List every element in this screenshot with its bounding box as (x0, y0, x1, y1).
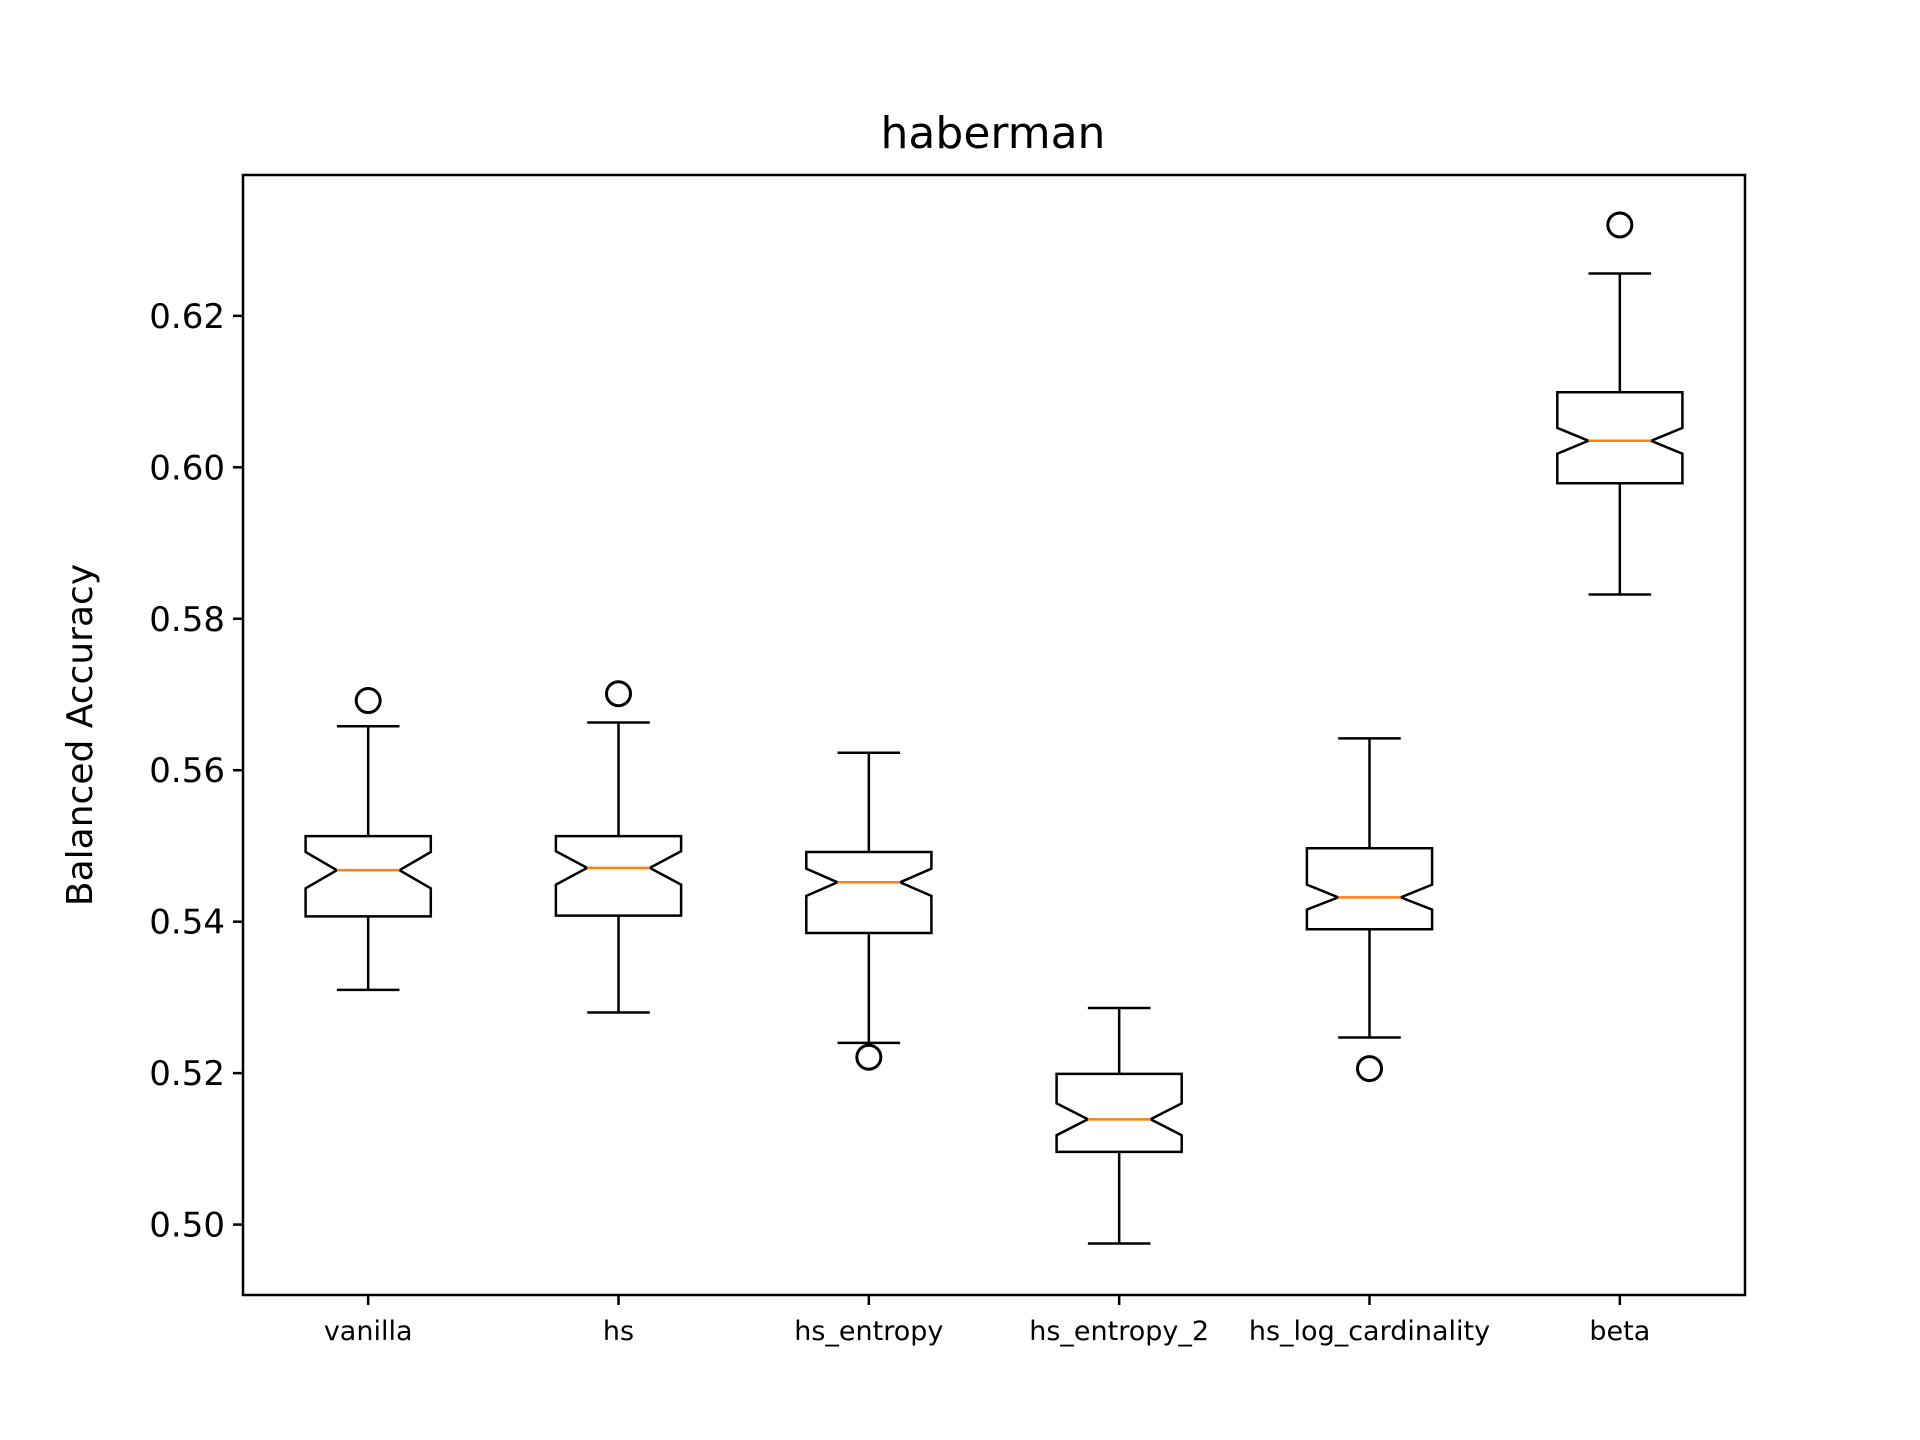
box-hs_entropy_2 (1055, 1006, 1183, 1245)
x-tick-label: hs_entropy_2 (1029, 1316, 1209, 1347)
notched-box (554, 834, 683, 917)
y-tick-label: 0.56 (149, 751, 225, 791)
x-tick-label: vanilla (324, 1316, 413, 1347)
x-tick-label: hs (603, 1316, 634, 1347)
x-tick-label: hs_entropy (794, 1316, 943, 1347)
notched-box (304, 834, 433, 918)
box-hs_log_cardinality (1305, 737, 1434, 1083)
y-axis-label: Balanced Accuracy (60, 564, 101, 906)
chart-title: haberman (881, 108, 1106, 159)
outlier-point (855, 1043, 883, 1071)
notched-box (1055, 1072, 1183, 1154)
outlier-point (1356, 1055, 1383, 1083)
notched-box (805, 850, 933, 935)
y-tick-label: 0.62 (149, 297, 225, 337)
box-hs_entropy (805, 751, 933, 1071)
x-tick-label: beta (1589, 1316, 1650, 1347)
box-beta (1556, 211, 1684, 596)
y-tick-label: 0.54 (149, 903, 225, 943)
notched-box (1305, 846, 1434, 931)
y-axis: 0.50 0.52 0.54 0.56 0.58 0.60 0.62 (149, 297, 243, 1246)
box-vanilla (304, 687, 433, 992)
x-tick-label: hs_log_cardinality (1249, 1316, 1490, 1347)
x-axis: vanilla hs hs_entropy hs_entropy_2 hs_log_ca… (324, 1295, 1650, 1347)
y-tick-label: 0.60 (149, 448, 225, 488)
notched-box (1556, 391, 1684, 485)
outlier-point (605, 680, 632, 708)
plot-frame (241, 173, 1747, 1297)
outlier-point (1606, 211, 1634, 239)
y-tick-label: 0.58 (149, 600, 225, 640)
y-tick-label: 0.50 (149, 1206, 225, 1246)
y-tick-label: 0.52 (149, 1054, 225, 1094)
plot-marks (304, 211, 1684, 1245)
box-hs (554, 680, 683, 1014)
outlier-point (354, 687, 382, 715)
